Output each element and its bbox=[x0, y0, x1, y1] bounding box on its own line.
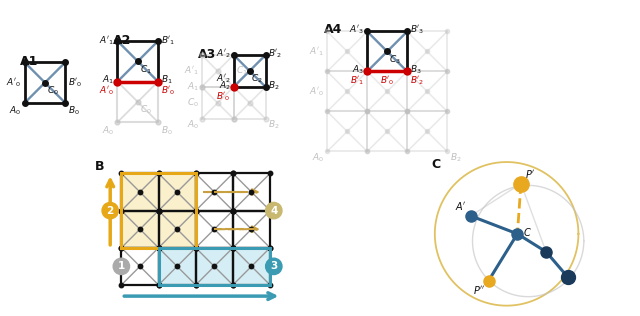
Text: A2: A2 bbox=[113, 34, 131, 47]
Circle shape bbox=[102, 203, 118, 219]
Text: $C_0$: $C_0$ bbox=[140, 104, 152, 116]
Text: $B'_2$: $B'_2$ bbox=[268, 47, 282, 60]
Text: $B'_2$: $B'_2$ bbox=[410, 75, 425, 87]
Text: $B_2$: $B_2$ bbox=[268, 79, 280, 92]
Text: $A'_0$: $A'_0$ bbox=[6, 76, 21, 89]
Text: A1: A1 bbox=[20, 55, 38, 68]
Text: $C$: $C$ bbox=[523, 226, 532, 238]
Text: $A_0$: $A_0$ bbox=[9, 105, 21, 118]
Text: $A_2$: $A_2$ bbox=[219, 79, 231, 92]
Text: $C_1$: $C_1$ bbox=[236, 65, 248, 77]
Text: $A'_2$: $A'_2$ bbox=[216, 47, 231, 60]
Text: A3: A3 bbox=[198, 48, 217, 61]
Circle shape bbox=[266, 203, 282, 219]
Circle shape bbox=[113, 258, 129, 275]
Text: $A'_1$: $A'_1$ bbox=[99, 35, 114, 47]
Text: $B'_0$: $B'_0$ bbox=[161, 84, 176, 96]
Text: $B_1$: $B_1$ bbox=[161, 74, 173, 86]
Text: $A'_3$: $A'_3$ bbox=[349, 23, 364, 36]
Text: $C_1$: $C_1$ bbox=[140, 63, 152, 76]
Text: $B'_0$: $B'_0$ bbox=[216, 90, 231, 103]
Text: B: B bbox=[95, 161, 105, 173]
Text: $A'_1$: $A'_1$ bbox=[309, 45, 324, 58]
Text: 4: 4 bbox=[270, 206, 278, 216]
Text: $C_0$: $C_0$ bbox=[187, 97, 199, 109]
Text: $B_0$: $B_0$ bbox=[68, 105, 80, 118]
Text: 3: 3 bbox=[270, 261, 277, 271]
Text: $A'_0$: $A'_0$ bbox=[99, 84, 114, 96]
Text: 2: 2 bbox=[107, 206, 114, 216]
Text: $P''$: $P''$ bbox=[473, 284, 485, 296]
Text: $C_2$: $C_2$ bbox=[251, 72, 263, 85]
Text: $A_3$: $A_3$ bbox=[352, 63, 364, 76]
Bar bbox=[122, 173, 196, 248]
Text: $A_0$: $A_0$ bbox=[312, 151, 324, 164]
Text: A4: A4 bbox=[324, 23, 342, 36]
Text: $A'_1$: $A'_1$ bbox=[184, 65, 199, 77]
Text: $A'_0$: $A'_0$ bbox=[309, 85, 324, 98]
Text: $A'_2$: $A'_2$ bbox=[216, 72, 231, 85]
Text: $A_0$: $A_0$ bbox=[102, 124, 114, 137]
Bar bbox=[122, 173, 196, 248]
Text: $B_0$: $B_0$ bbox=[161, 124, 173, 137]
Circle shape bbox=[266, 258, 282, 275]
Text: $B'_1$: $B'_1$ bbox=[349, 75, 364, 87]
Text: $A_1$: $A_1$ bbox=[102, 74, 114, 86]
Text: $B_3$: $B_3$ bbox=[410, 63, 422, 76]
Bar bbox=[159, 248, 270, 285]
Text: $B'_0$: $B'_0$ bbox=[68, 76, 83, 89]
Text: $B'_0$: $B'_0$ bbox=[380, 75, 394, 87]
Text: $A_1$: $A_1$ bbox=[187, 81, 199, 93]
Text: $P'$: $P'$ bbox=[525, 168, 536, 180]
Text: $A_0$: $A_0$ bbox=[187, 119, 199, 131]
Text: $B_2$: $B_2$ bbox=[268, 119, 280, 131]
Text: $C_3$: $C_3$ bbox=[389, 53, 401, 66]
Text: 1: 1 bbox=[118, 261, 125, 271]
Text: C: C bbox=[431, 158, 440, 172]
Text: $A'$: $A'$ bbox=[456, 200, 467, 212]
Text: $B_2$: $B_2$ bbox=[451, 151, 462, 164]
Bar bbox=[159, 248, 270, 285]
Text: $C_0$: $C_0$ bbox=[47, 85, 59, 97]
Text: $B'_1$: $B'_1$ bbox=[161, 35, 176, 47]
Text: $B'_3$: $B'_3$ bbox=[410, 23, 425, 36]
